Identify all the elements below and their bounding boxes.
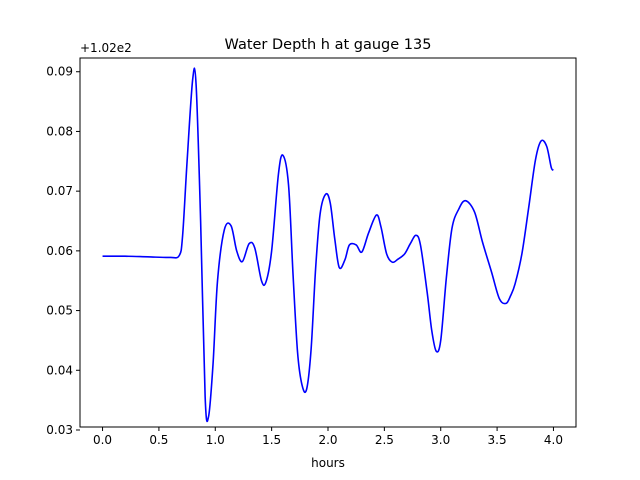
- x-tick-label: 1.5: [262, 433, 281, 447]
- y-tick-label: 0.06: [46, 244, 73, 258]
- x-tick-label: 0.5: [149, 433, 168, 447]
- x-axis-ticks: 0.0 0.5 1.0 1.5 2.0 2.5 3.0 3.5 4.0: [93, 427, 563, 447]
- y-tick-label: 0.03: [46, 423, 73, 437]
- y-tick-label: 0.07: [46, 184, 73, 198]
- series-line: [102, 67, 555, 423]
- chart-title: Water Depth h at gauge 135: [225, 37, 432, 53]
- series-layer: [102, 67, 555, 423]
- y-tick-label: 0.09: [46, 65, 73, 79]
- y-axis-ticks: 0.03 0.04 0.05 0.06 0.07 0.08 0.09: [46, 65, 80, 437]
- y-tick-label: 0.08: [46, 124, 73, 138]
- x-tick-label: 4.0: [544, 433, 563, 447]
- x-axis-label: hours: [311, 456, 345, 470]
- y-tick-label: 0.04: [46, 363, 73, 377]
- plot-area: [80, 58, 576, 427]
- x-tick-label: 2.0: [318, 433, 337, 447]
- plot-frame: [79, 57, 577, 428]
- x-tick-label: 0.0: [93, 433, 112, 447]
- y-tick-label: 0.05: [46, 304, 73, 318]
- x-tick-label: 2.5: [375, 433, 394, 447]
- x-tick-label: 3.0: [431, 433, 450, 447]
- x-tick-label: 1.0: [206, 433, 225, 447]
- x-tick-label: 3.5: [488, 433, 507, 447]
- y-offset-label: +1.02e2: [80, 41, 132, 55]
